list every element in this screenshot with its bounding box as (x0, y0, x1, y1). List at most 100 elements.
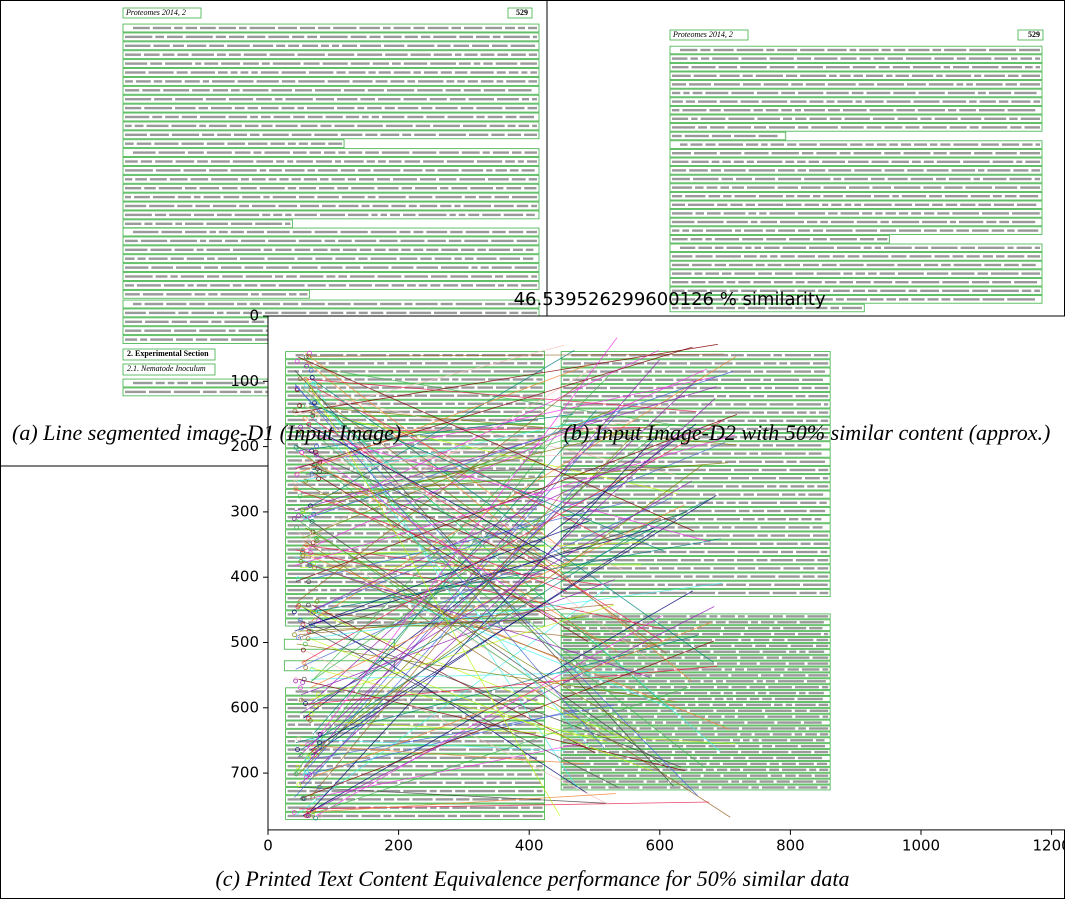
word (260, 187, 285, 189)
word (357, 107, 364, 109)
word (304, 178, 317, 180)
word (733, 534, 755, 536)
word (246, 275, 272, 277)
word (736, 178, 752, 180)
word (885, 169, 905, 171)
word (273, 214, 282, 216)
word (254, 151, 262, 153)
word (681, 774, 700, 776)
word (403, 214, 415, 216)
word (715, 510, 736, 512)
word (818, 469, 828, 471)
word (756, 264, 765, 266)
word (795, 109, 801, 111)
word (463, 451, 485, 453)
word (773, 354, 781, 356)
word (125, 143, 134, 145)
word (816, 739, 825, 741)
word (589, 757, 606, 759)
word (409, 196, 433, 198)
word (372, 116, 379, 118)
x-tick-label: 1200 (1033, 836, 1065, 854)
word (657, 559, 678, 561)
word (714, 83, 740, 85)
word (808, 674, 828, 676)
word (454, 205, 460, 207)
word (989, 49, 1016, 51)
word (227, 143, 245, 145)
word (615, 493, 631, 495)
word (452, 806, 467, 808)
word (524, 134, 537, 136)
word (194, 196, 201, 198)
word (736, 692, 755, 694)
word (978, 247, 1005, 249)
word (133, 303, 142, 305)
word (252, 178, 266, 180)
word (515, 403, 525, 405)
word (461, 773, 485, 775)
word (368, 71, 375, 73)
word (517, 362, 527, 364)
word (231, 71, 238, 73)
word (696, 212, 704, 214)
word (761, 674, 780, 676)
word (770, 763, 779, 765)
word (563, 633, 580, 635)
word (531, 275, 537, 277)
word (713, 757, 731, 759)
word (872, 186, 891, 188)
word (595, 668, 602, 670)
word (684, 674, 707, 676)
word (512, 178, 526, 180)
word (974, 75, 981, 77)
word (1011, 100, 1030, 102)
word (850, 143, 862, 145)
word (436, 798, 454, 800)
word (795, 118, 806, 120)
word (390, 80, 404, 82)
word (660, 686, 671, 688)
word (431, 765, 444, 767)
word (690, 57, 697, 59)
word (1025, 161, 1040, 163)
word (969, 57, 992, 59)
word (707, 739, 730, 741)
word (742, 727, 768, 729)
word (425, 362, 448, 364)
word (402, 187, 412, 189)
word (992, 281, 1011, 283)
word (425, 411, 437, 413)
word (247, 36, 265, 38)
word (802, 387, 812, 389)
word (762, 739, 788, 741)
word (814, 57, 837, 59)
word (748, 615, 770, 617)
word (383, 27, 391, 29)
word (754, 370, 763, 372)
word (379, 240, 397, 242)
word (757, 92, 778, 94)
word (517, 240, 537, 242)
word (744, 379, 760, 381)
word (880, 272, 895, 274)
word (244, 284, 257, 286)
word (806, 83, 825, 85)
word (680, 49, 697, 51)
word (795, 710, 807, 712)
word (750, 698, 759, 700)
word (814, 543, 829, 545)
word (343, 249, 357, 251)
word (790, 469, 816, 471)
word (743, 493, 754, 495)
word (649, 567, 658, 569)
word (125, 80, 133, 82)
word (288, 500, 297, 502)
word (210, 231, 216, 233)
word (952, 212, 979, 214)
word (483, 765, 503, 767)
word (262, 134, 288, 136)
word (125, 116, 149, 118)
word (161, 231, 182, 233)
word (786, 704, 792, 706)
